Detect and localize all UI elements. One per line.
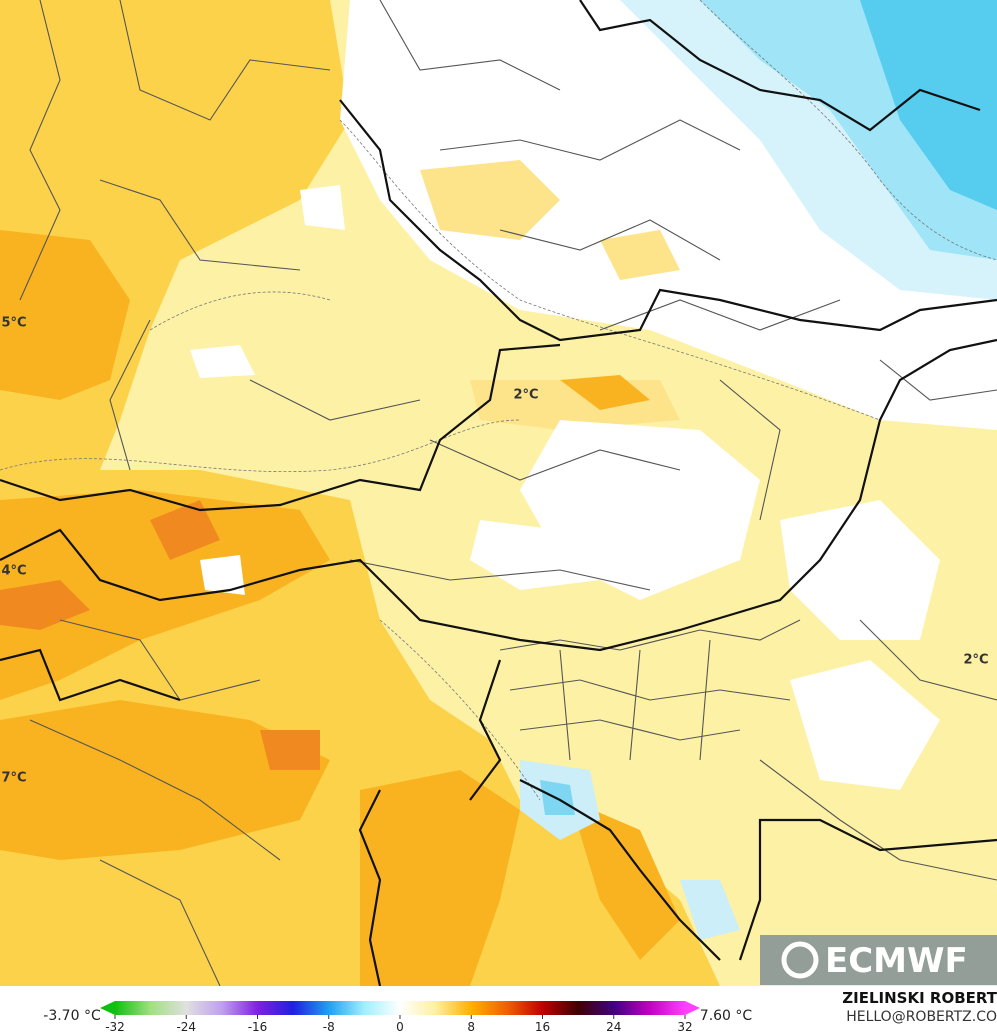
hot-spot	[0, 500, 320, 770]
warm-core	[360, 770, 520, 986]
colorbar-tick-label: -8	[323, 1020, 335, 1034]
legend: -3.70 °C 7.60 °C -32 -24 -16 -8 0 8 16 24 32 ZIE…	[43, 989, 997, 1034]
colorbar-tick-label: 8	[467, 1020, 475, 1034]
temperature-map: 2°C 5°C 4°C 7°C 2°C ECMWF	[0, 0, 997, 986]
isotherm-label: 4°C	[1, 564, 26, 579]
warm-core	[570, 800, 680, 960]
isotherm-label: 2°C	[513, 388, 538, 403]
colorbar-tick-label: 32	[677, 1020, 692, 1034]
country-border	[0, 648, 997, 986]
warm-core	[0, 490, 330, 700]
country-border	[339, 99, 997, 342]
colorbar-tick-label: -16	[248, 1020, 268, 1034]
warm-core	[0, 700, 330, 860]
colorbar	[115, 1001, 685, 1015]
logo-text: ECMWF	[825, 941, 968, 981]
logo-icon	[781, 941, 819, 979]
colorbar-end	[685, 1001, 700, 1015]
colorbar-tick-label: -32	[105, 1020, 125, 1034]
isotherm-label: 5°C	[1, 316, 26, 331]
cold-area	[520, 760, 740, 940]
isoline	[379, 0, 997, 801]
warm-core	[560, 375, 650, 410]
min-label: -3.70 °C	[43, 1008, 101, 1024]
cold-core	[860, 0, 997, 210]
cold-core	[540, 780, 575, 815]
warm-patch	[420, 160, 680, 430]
isotherm-label: 7°C	[1, 771, 26, 786]
colorbar-tick-label: 16	[535, 1020, 550, 1034]
region-border	[19, 0, 997, 986]
isotherm-label: 2°C	[963, 653, 988, 668]
credit-name: ZIELINSKI ROBERT	[842, 989, 997, 1007]
cool-patch	[190, 185, 345, 595]
country-border	[579, 0, 981, 132]
region-border	[499, 619, 801, 761]
country-border	[0, 338, 997, 652]
credit-contact: HELLO@ROBERTZ.CO	[846, 1009, 997, 1025]
colorbar-tick-label: -24	[176, 1020, 196, 1034]
colorbar-tick-label: 0	[396, 1020, 404, 1034]
max-label: 7.60 °C	[700, 1008, 753, 1024]
colorbar-ticks: -32 -24 -16 -8 0 8 16 24 32	[105, 1015, 693, 1034]
colorbar-tick-label: 24	[606, 1020, 621, 1034]
cool-area	[470, 500, 940, 790]
colorbar-end	[100, 1001, 115, 1015]
